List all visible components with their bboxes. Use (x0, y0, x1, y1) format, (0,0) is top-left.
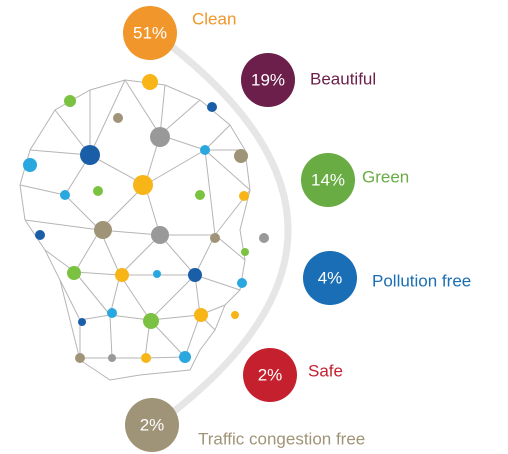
percent-badge (243, 348, 297, 402)
percent-badge (241, 53, 295, 107)
category-label: Beautiful (310, 69, 376, 88)
head-dots (23, 74, 269, 363)
arc (147, 27, 292, 431)
category-label: Green (362, 167, 409, 186)
head-network (19, 79, 251, 381)
percent-badge (125, 398, 179, 452)
percent-value: 2% (140, 415, 165, 434)
category-label: Traffic congestion free (198, 429, 365, 448)
percent-value: 2% (258, 365, 283, 384)
percent-badge (303, 251, 357, 305)
percent-badge (301, 153, 355, 207)
category-label: Clean (192, 9, 236, 28)
percent-value: 19% (251, 70, 285, 89)
percent-value: 51% (133, 23, 167, 42)
category-label: Pollution free (372, 271, 471, 290)
percent-badge (123, 6, 177, 60)
percent-value: 14% (311, 170, 345, 189)
percent-value: 4% (318, 268, 343, 287)
category-label: Safe (308, 361, 343, 380)
